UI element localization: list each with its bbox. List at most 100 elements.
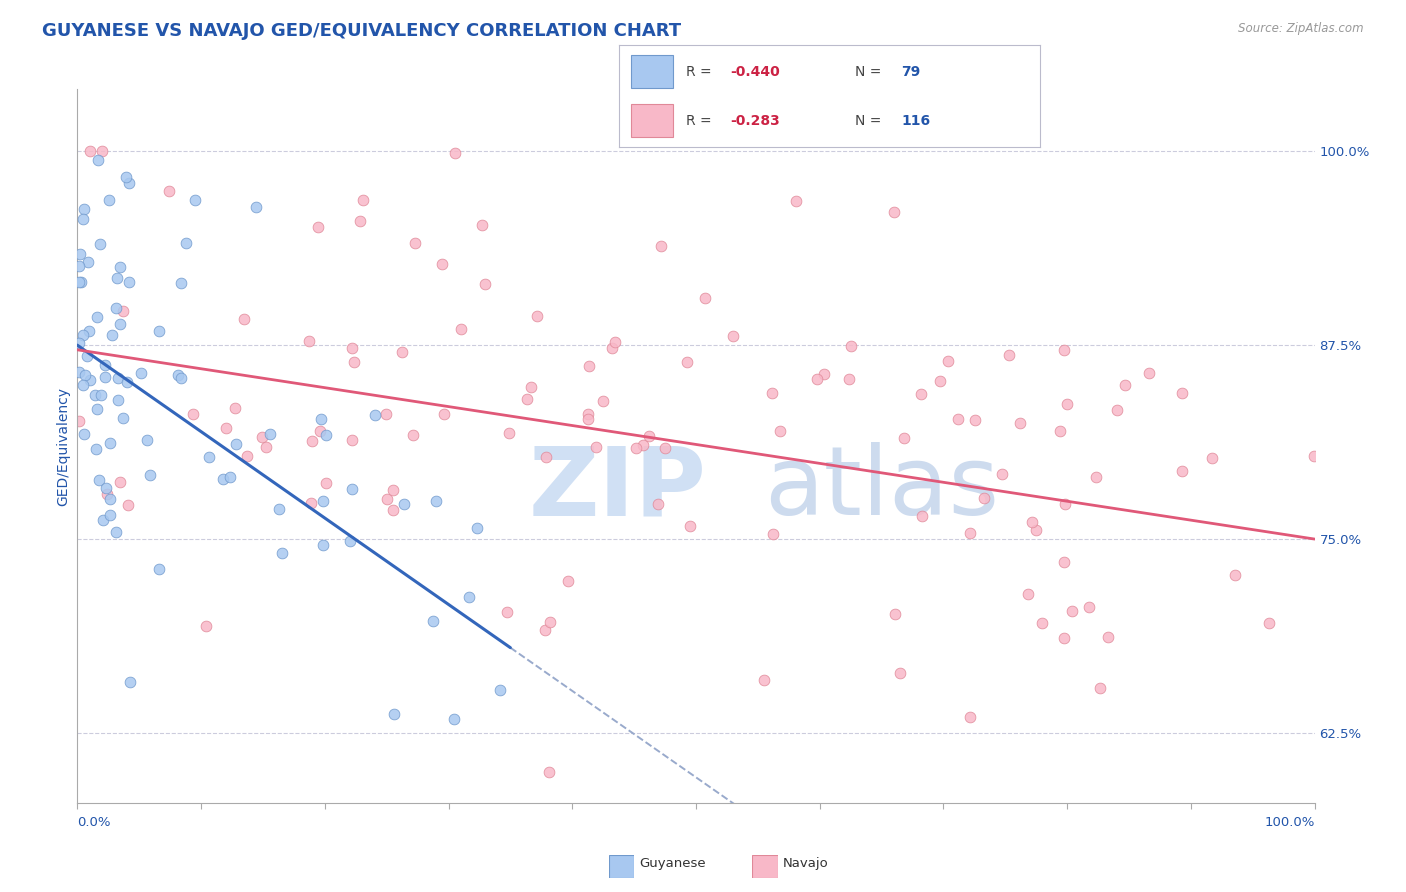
Point xyxy=(340,341,363,355)
Point xyxy=(111,410,134,425)
Point xyxy=(1085,470,1108,484)
Point xyxy=(72,427,94,442)
Text: R =: R = xyxy=(686,65,716,79)
Point xyxy=(1054,497,1077,511)
Point xyxy=(269,501,291,516)
Bar xyxy=(631,55,673,87)
Point xyxy=(69,246,91,260)
Text: atlas: atlas xyxy=(763,442,1000,535)
Point xyxy=(602,341,624,355)
Point xyxy=(585,441,607,455)
Text: -0.440: -0.440 xyxy=(731,65,780,79)
Point xyxy=(422,614,444,628)
Point xyxy=(444,145,467,160)
Point xyxy=(1031,616,1053,631)
Point xyxy=(195,618,218,632)
Point xyxy=(340,434,363,448)
Point xyxy=(259,427,281,442)
Point xyxy=(910,387,932,401)
Point xyxy=(1053,555,1076,569)
Point xyxy=(381,503,404,517)
Point xyxy=(394,497,416,511)
Point xyxy=(67,365,90,379)
Point xyxy=(236,450,259,464)
Point xyxy=(489,682,512,697)
Point xyxy=(184,193,207,207)
Point xyxy=(67,275,90,289)
Point xyxy=(89,237,111,252)
Point xyxy=(458,591,481,605)
Text: N =: N = xyxy=(855,113,886,128)
Point xyxy=(87,474,110,488)
Point xyxy=(928,375,950,389)
Point xyxy=(1010,417,1032,431)
Point xyxy=(73,368,96,382)
Point xyxy=(382,483,405,498)
Text: ZIP: ZIP xyxy=(529,442,707,535)
Point xyxy=(1025,523,1047,537)
Point xyxy=(363,409,385,423)
Point xyxy=(129,366,152,380)
Point xyxy=(307,220,329,235)
Point xyxy=(107,393,129,408)
Point xyxy=(425,494,447,508)
Point xyxy=(76,349,98,363)
Point xyxy=(167,368,190,383)
Point xyxy=(402,428,425,442)
Point xyxy=(215,421,238,435)
Y-axis label: GED/Equivalency: GED/Equivalency xyxy=(56,386,70,506)
Point xyxy=(96,486,118,500)
Point xyxy=(1056,397,1078,411)
Point xyxy=(301,434,323,448)
Point xyxy=(120,675,142,690)
Point xyxy=(115,375,138,389)
Point xyxy=(1170,464,1192,478)
Point xyxy=(592,393,614,408)
Point xyxy=(450,322,472,336)
Point xyxy=(224,401,246,416)
Point xyxy=(309,424,332,438)
Point xyxy=(1052,343,1074,357)
Point xyxy=(138,468,160,483)
Point xyxy=(67,414,90,428)
Point xyxy=(170,371,193,385)
Point xyxy=(1257,616,1279,631)
Point xyxy=(752,673,775,688)
Point xyxy=(467,521,489,535)
Point xyxy=(309,412,332,426)
Point xyxy=(105,271,128,285)
Point xyxy=(884,607,907,621)
Point xyxy=(693,291,716,305)
Text: 79: 79 xyxy=(901,65,921,79)
Point xyxy=(1137,366,1160,380)
Point xyxy=(198,450,221,465)
Point xyxy=(1017,587,1039,601)
Point xyxy=(1097,630,1119,644)
Point xyxy=(576,407,599,421)
Point xyxy=(496,605,519,619)
Point xyxy=(107,371,129,385)
Text: 100.0%: 100.0% xyxy=(1264,816,1315,830)
Point xyxy=(603,335,626,350)
Point xyxy=(474,277,496,291)
Point xyxy=(90,388,112,402)
Point xyxy=(98,436,121,450)
Point xyxy=(911,508,934,523)
Point xyxy=(73,202,96,217)
Point xyxy=(157,184,180,198)
Point xyxy=(430,257,453,271)
Point xyxy=(136,433,159,447)
Point xyxy=(443,713,465,727)
Point xyxy=(889,665,911,680)
Point xyxy=(676,355,699,369)
Point xyxy=(148,562,170,576)
Point xyxy=(557,574,579,589)
Point xyxy=(108,260,131,275)
Point xyxy=(112,303,135,318)
Text: R =: R = xyxy=(686,113,716,128)
Point xyxy=(72,377,94,392)
Point xyxy=(108,475,131,490)
Point xyxy=(761,386,783,401)
Point xyxy=(67,259,90,273)
Point xyxy=(339,534,361,549)
